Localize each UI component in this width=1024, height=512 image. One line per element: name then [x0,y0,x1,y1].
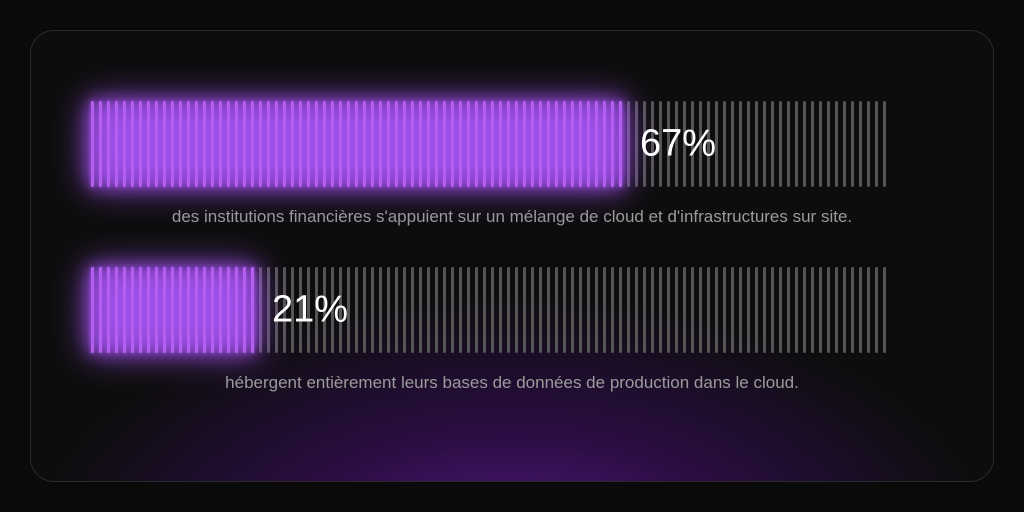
stat-caption: hébergent entièrement leurs bases de don… [91,373,933,393]
stat-block: 67% des institutions financières s'appui… [91,101,933,227]
percent-label: 67% [640,123,716,166]
bar-active-segments [91,267,254,353]
bar-row: 21% [91,267,933,353]
progress-bar [91,101,886,187]
bar-active-segments [91,101,622,187]
percent-label: 21% [272,289,348,332]
bar-row: 67% [91,101,933,187]
stats-card: 67% des institutions financières s'appui… [30,30,994,482]
stat-caption: des institutions financières s'appuient … [91,207,933,227]
stat-block: 21% hébergent entièrement leurs bases de… [91,267,933,393]
progress-bar [91,267,886,353]
